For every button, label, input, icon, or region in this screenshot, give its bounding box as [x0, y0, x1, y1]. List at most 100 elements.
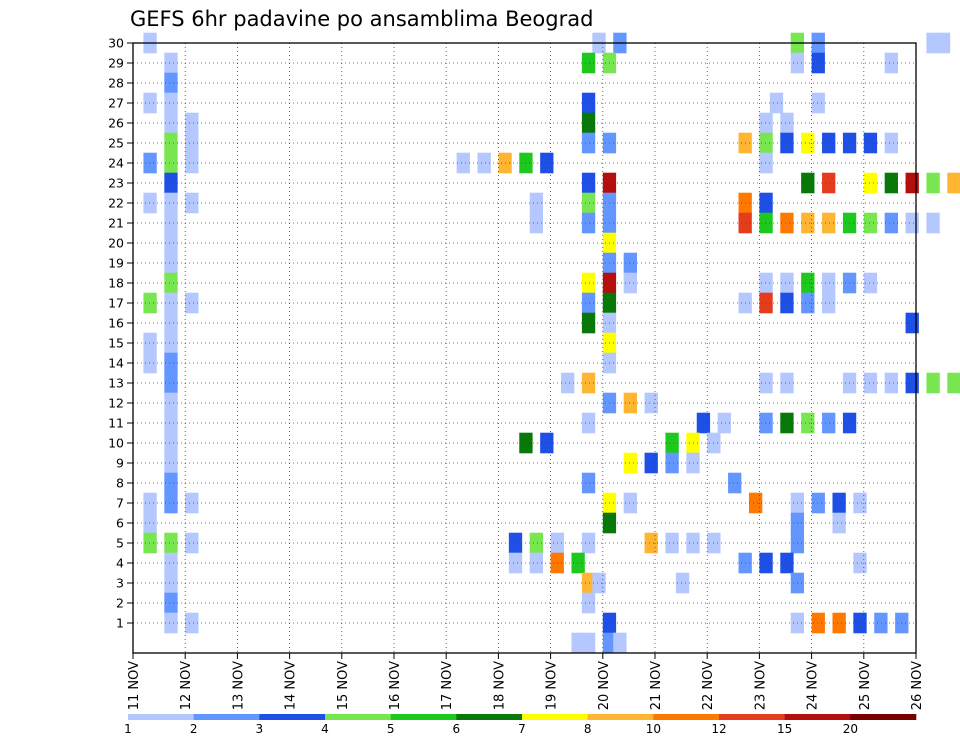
heatmap-cell	[185, 192, 199, 214]
heatmap-cell	[853, 492, 867, 514]
color-scale-label: 20	[843, 722, 858, 736]
heatmap-cell	[540, 432, 554, 454]
y-tick-label: 19	[108, 256, 124, 271]
heatmap-cell	[926, 372, 940, 394]
heatmap-cell	[623, 392, 637, 414]
heatmap-cell	[936, 32, 951, 54]
heatmap-cell	[884, 212, 898, 234]
heatmap-cell	[540, 152, 554, 174]
heatmap-cell	[822, 272, 836, 294]
heatmap-cell	[164, 212, 178, 234]
x-tick-label: 24 NOV	[806, 661, 821, 710]
y-tick-label: 16	[108, 316, 124, 331]
heatmap-cell	[581, 132, 596, 154]
y-tick-label: 29	[108, 56, 124, 71]
heatmap-cells	[143, 32, 960, 654]
heatmap-cell	[143, 352, 157, 374]
color-scale-label: 6	[453, 722, 461, 736]
heatmap-cell	[759, 152, 773, 174]
color-scale-swatch	[850, 714, 917, 720]
heatmap-cell	[529, 192, 544, 214]
heatmap-cell	[759, 412, 773, 434]
heatmap-cell	[164, 252, 178, 274]
heatmap-cell	[801, 412, 815, 434]
color-scale-swatch	[456, 714, 523, 720]
y-tick-label: 23	[108, 176, 124, 191]
color-scale-label: 10	[646, 722, 661, 736]
heatmap-cell	[164, 92, 178, 114]
heatmap-cell	[863, 272, 878, 294]
y-tick-label: 13	[108, 376, 124, 391]
y-tick-label: 27	[108, 96, 124, 111]
color-scale-label: 12	[711, 722, 726, 736]
y-tick-label: 24	[108, 156, 124, 171]
chart-title: GEFS 6hr padavine po ansamblima Beograd	[130, 7, 593, 31]
heatmap-cell	[164, 72, 178, 94]
y-tick-label: 10	[108, 436, 124, 451]
heatmap-cell	[581, 532, 596, 554]
x-tick-label: 22 NOV	[701, 661, 716, 710]
heatmap-cell	[477, 152, 491, 174]
heatmap-cell	[884, 132, 898, 154]
y-tick-label: 1	[116, 616, 124, 631]
heatmap-cell	[863, 132, 878, 154]
color-scale-label: 2	[190, 722, 198, 736]
heatmap-cell	[185, 492, 199, 514]
heatmap-cell	[874, 612, 888, 634]
heatmap-cell	[185, 612, 199, 634]
color-scale-swatch	[784, 714, 851, 720]
heatmap-cell	[801, 212, 815, 234]
heatmap-cell	[164, 192, 178, 214]
color-scale-swatch	[587, 714, 654, 720]
heatmap-cell	[164, 572, 178, 594]
y-tick-label: 17	[108, 296, 124, 311]
heatmap-cell	[581, 632, 596, 654]
heatmap-cell	[143, 92, 157, 114]
heatmap-cell	[529, 212, 544, 234]
y-tick-label: 6	[116, 516, 124, 531]
heatmap-cell	[822, 412, 836, 434]
x-tick-label: 21 NOV	[649, 661, 664, 710]
heatmap-cell	[164, 332, 178, 354]
heatmap-cell	[143, 512, 157, 534]
heatmap-cell	[164, 312, 178, 334]
x-tick-label: 19 NOV	[545, 661, 560, 710]
heatmap-cell	[508, 552, 523, 574]
plot-frame	[132, 42, 917, 654]
y-tick-label: 20	[108, 236, 124, 251]
heatmap-cell	[613, 632, 627, 654]
heatmap-cell	[665, 452, 679, 474]
heatmap-cell	[884, 52, 898, 74]
heatmap-cell	[801, 272, 815, 294]
y-tick-label: 7	[116, 496, 124, 511]
heatmap-cell	[905, 212, 919, 234]
color-scale-label: 4	[321, 722, 329, 736]
heatmap-cell	[769, 92, 784, 114]
color-scale-label: 5	[387, 722, 395, 736]
heatmap-cell	[143, 492, 157, 514]
heatmap-cell	[581, 112, 596, 134]
heatmap-cell	[905, 372, 919, 394]
heatmap-cell	[686, 432, 700, 454]
heatmap-cell	[759, 212, 773, 234]
heatmap-cell	[780, 132, 794, 154]
heatmap-cell	[602, 632, 617, 654]
heatmap-cell	[164, 552, 178, 574]
x-axis: 11 NOV 12 NOV 13 NOV 14 NOV 15 NOV 16 NOV 17 N…	[127, 653, 925, 710]
heatmap-cell	[717, 412, 731, 434]
heatmap-cell	[143, 532, 157, 554]
heatmap-cell	[780, 372, 794, 394]
heatmap-cell	[811, 612, 825, 634]
heatmap-cell	[748, 492, 763, 514]
heatmap-cell	[780, 552, 794, 574]
heatmap-cell	[780, 412, 794, 434]
heatmap-cell	[863, 372, 878, 394]
heatmap-cell	[780, 212, 794, 234]
x-tick-label: 25 NOV	[858, 661, 873, 710]
y-tick-label: 25	[108, 136, 124, 151]
heatmap-cell	[759, 132, 773, 154]
heatmap-cell	[780, 272, 794, 294]
heatmap-cell	[832, 612, 846, 634]
heatmap-cell	[623, 452, 637, 474]
